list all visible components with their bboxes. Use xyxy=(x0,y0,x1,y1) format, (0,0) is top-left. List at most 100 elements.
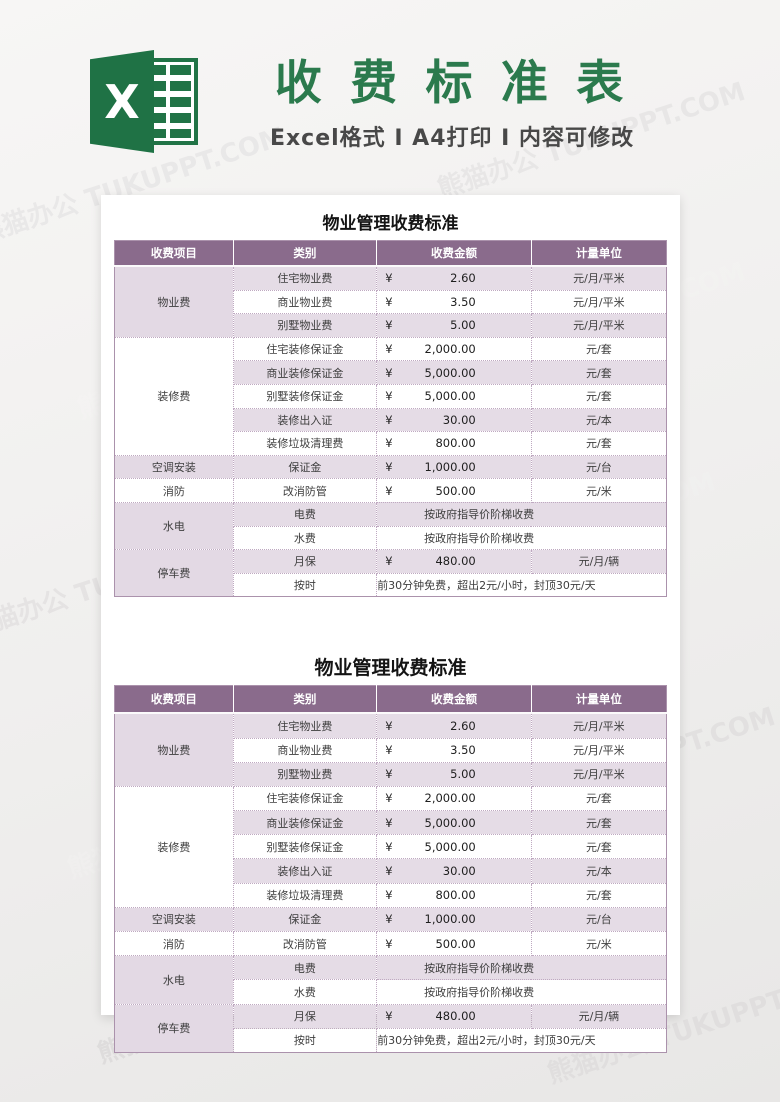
fee-table: 收费项目 类别 收费金额 计量单位 物业费 住宅物业费 ¥2.60 元/月/平米 商业物业费 ¥3… xyxy=(114,685,667,1053)
currency-symbol: ¥ xyxy=(385,912,393,927)
currency-symbol: ¥ xyxy=(385,864,393,879)
unit-cell: 元/本 xyxy=(531,408,667,433)
unit-cell: 元/套 xyxy=(531,360,667,385)
column-header: 收费项目 xyxy=(114,685,234,715)
amount-cell: ¥3.50 xyxy=(376,738,532,763)
category-cell: 住宅装修保证金 xyxy=(233,337,378,362)
category-cell: 装修垃圾清理费 xyxy=(233,431,378,456)
category-cell: 改消防管 xyxy=(233,478,378,503)
fee-item-cell: 空调安装 xyxy=(114,455,234,480)
header-row: 收费项目 类别 收费金额 计量单位 xyxy=(114,240,667,267)
amount-cell: ¥480.00 xyxy=(376,549,532,574)
table-row: 水费 按政府指导价阶梯收费 xyxy=(115,979,667,1005)
fee-item-cell: 水电 xyxy=(114,955,234,1005)
fee-item-cell: 停车费 xyxy=(114,549,234,598)
amount-cell: ¥5,000.00 xyxy=(376,834,532,860)
fee-table: 收费项目 类别 收费金额 计量单位 物业费 住宅物业费 ¥2.60 元/月/平米 商业物业费 ¥3… xyxy=(114,240,667,598)
currency-symbol: ¥ xyxy=(385,460,393,475)
unit-cell: 元/月/平米 xyxy=(531,762,667,787)
amount-value: 30.00 xyxy=(442,412,476,427)
fee-item-cell: 消防 xyxy=(114,931,234,957)
unit-cell: 元/月/平米 xyxy=(531,713,667,739)
table-row: 停车费 月保 ¥480.00 元/月/辆 xyxy=(114,549,667,598)
fee-item-cell: 物业费 xyxy=(114,266,234,338)
category-cell: 别墅物业费 xyxy=(233,313,378,338)
category-cell: 保证金 xyxy=(233,455,378,480)
banner-subtitle: Excel格式 Ⅰ A4打印 Ⅰ 内容可修改 xyxy=(269,126,635,151)
column-header: 收费金额 xyxy=(376,240,532,267)
category-cell: 电费 xyxy=(233,955,378,981)
note-cell: 按政府指导价阶梯收费 xyxy=(376,502,667,527)
amount-value: 480.00 xyxy=(435,1009,476,1024)
amount-cell: ¥30.00 xyxy=(376,408,532,433)
table-row: 装修出入证 ¥30.00 元/本 xyxy=(115,858,667,884)
fee-table-2: 收费项目 类别 收费金额 计量单位 物业费 住宅物业费 ¥2.60 元/月/平米 商业物业费 ¥3… xyxy=(114,685,667,1053)
amount-value: 480.00 xyxy=(435,554,476,569)
fee-item-cell: 装修费 xyxy=(114,337,234,456)
table-row: 装修费 住宅装修保证金 ¥2,000.00 元/套 xyxy=(114,786,667,908)
table-row: 装修垃圾清理费 ¥800.00 元/套 xyxy=(115,883,667,908)
amount-cell: ¥2,000.00 xyxy=(376,786,532,812)
amount-cell: ¥1,000.00 xyxy=(376,455,532,480)
column-header: 类别 xyxy=(233,685,378,715)
unit-cell: 元/台 xyxy=(531,455,667,480)
currency-symbol: ¥ xyxy=(385,936,393,951)
amount-cell: ¥480.00 xyxy=(376,1004,532,1029)
excel-grid-divider-icon xyxy=(166,62,171,141)
amount-value: 1,000.00 xyxy=(424,460,476,475)
table-row: 商业装修保证金 ¥5,000.00 元/套 xyxy=(115,810,667,836)
column-header: 类别 xyxy=(233,240,378,267)
category-cell: 月保 xyxy=(233,1004,378,1029)
currency-symbol: ¥ xyxy=(385,839,393,854)
category-cell: 住宅装修保证金 xyxy=(233,786,378,812)
table-row: 别墅物业费 ¥5.00 元/月/平米 xyxy=(115,762,667,787)
currency-symbol: ¥ xyxy=(385,318,393,333)
amount-cell: ¥500.00 xyxy=(376,478,532,503)
category-cell: 装修垃圾清理费 xyxy=(233,883,378,908)
table-row: 空调安装 保证金 ¥1,000.00 元/台 xyxy=(114,907,667,933)
note-cell: 按政府指导价阶梯收费 xyxy=(376,955,667,981)
currency-symbol: ¥ xyxy=(385,436,393,451)
unit-cell: 元/套 xyxy=(531,786,667,812)
amount-cell: ¥5,000.00 xyxy=(376,360,532,385)
currency-symbol: ¥ xyxy=(385,271,393,286)
amount-value: 30.00 xyxy=(442,864,476,879)
category-cell: 别墅物业费 xyxy=(233,762,378,787)
table-row: 水电 电费 按政府指导价阶梯收费 xyxy=(114,955,667,1005)
category-cell: 电费 xyxy=(233,502,378,527)
column-header: 收费金额 xyxy=(376,685,532,715)
unit-cell: 元/套 xyxy=(531,431,667,456)
amount-cell: ¥3.50 xyxy=(376,290,532,315)
table-row: 空调安装 保证金 ¥1,000.00 元/台 xyxy=(114,455,667,480)
amount-value: 800.00 xyxy=(435,888,476,903)
table-row: 商业物业费 ¥3.50 元/月/平米 xyxy=(115,738,667,763)
amount-value: 5.00 xyxy=(450,767,476,782)
table-row: 物业费 住宅物业费 ¥2.60 元/月/平米 xyxy=(114,713,667,787)
fee-table-2-wrap: 收费项目 类别 收费金额 计量单位 物业费 住宅物业费 ¥2.60 元/月/平米 商业物业费 ¥3… xyxy=(114,685,667,1053)
fee-item-cell: 物业费 xyxy=(114,713,234,787)
table-row: 装修费 住宅装修保证金 ¥2,000.00 元/套 xyxy=(114,337,667,456)
currency-symbol: ¥ xyxy=(385,743,393,758)
header-row: 收费项目 类别 收费金额 计量单位 xyxy=(114,685,667,715)
table-row: 装修出入证 ¥30.00 元/本 xyxy=(115,408,667,433)
currency-symbol: ¥ xyxy=(385,412,393,427)
unit-cell: 元/米 xyxy=(531,931,667,957)
category-cell: 装修出入证 xyxy=(233,858,378,884)
table-row: 水费 按政府指导价阶梯收费 xyxy=(115,526,667,551)
category-cell: 别墅装修保证金 xyxy=(233,834,378,860)
fee-item-cell: 停车费 xyxy=(114,1004,234,1053)
category-cell: 商业装修保证金 xyxy=(233,360,378,385)
excel-x-letter: X xyxy=(104,74,140,129)
amount-cell: ¥800.00 xyxy=(376,431,532,456)
currency-symbol: ¥ xyxy=(385,718,393,733)
excel-x-panel-icon: X xyxy=(90,50,154,153)
category-cell: 改消防管 xyxy=(233,931,378,957)
amount-value: 500.00 xyxy=(435,483,476,498)
category-cell: 商业装修保证金 xyxy=(233,810,378,836)
amount-cell: ¥2.60 xyxy=(376,713,532,739)
currency-symbol: ¥ xyxy=(385,389,393,404)
unit-cell: 元/套 xyxy=(531,883,667,908)
amount-cell: ¥800.00 xyxy=(376,883,532,908)
amount-value: 5,000.00 xyxy=(424,815,476,830)
